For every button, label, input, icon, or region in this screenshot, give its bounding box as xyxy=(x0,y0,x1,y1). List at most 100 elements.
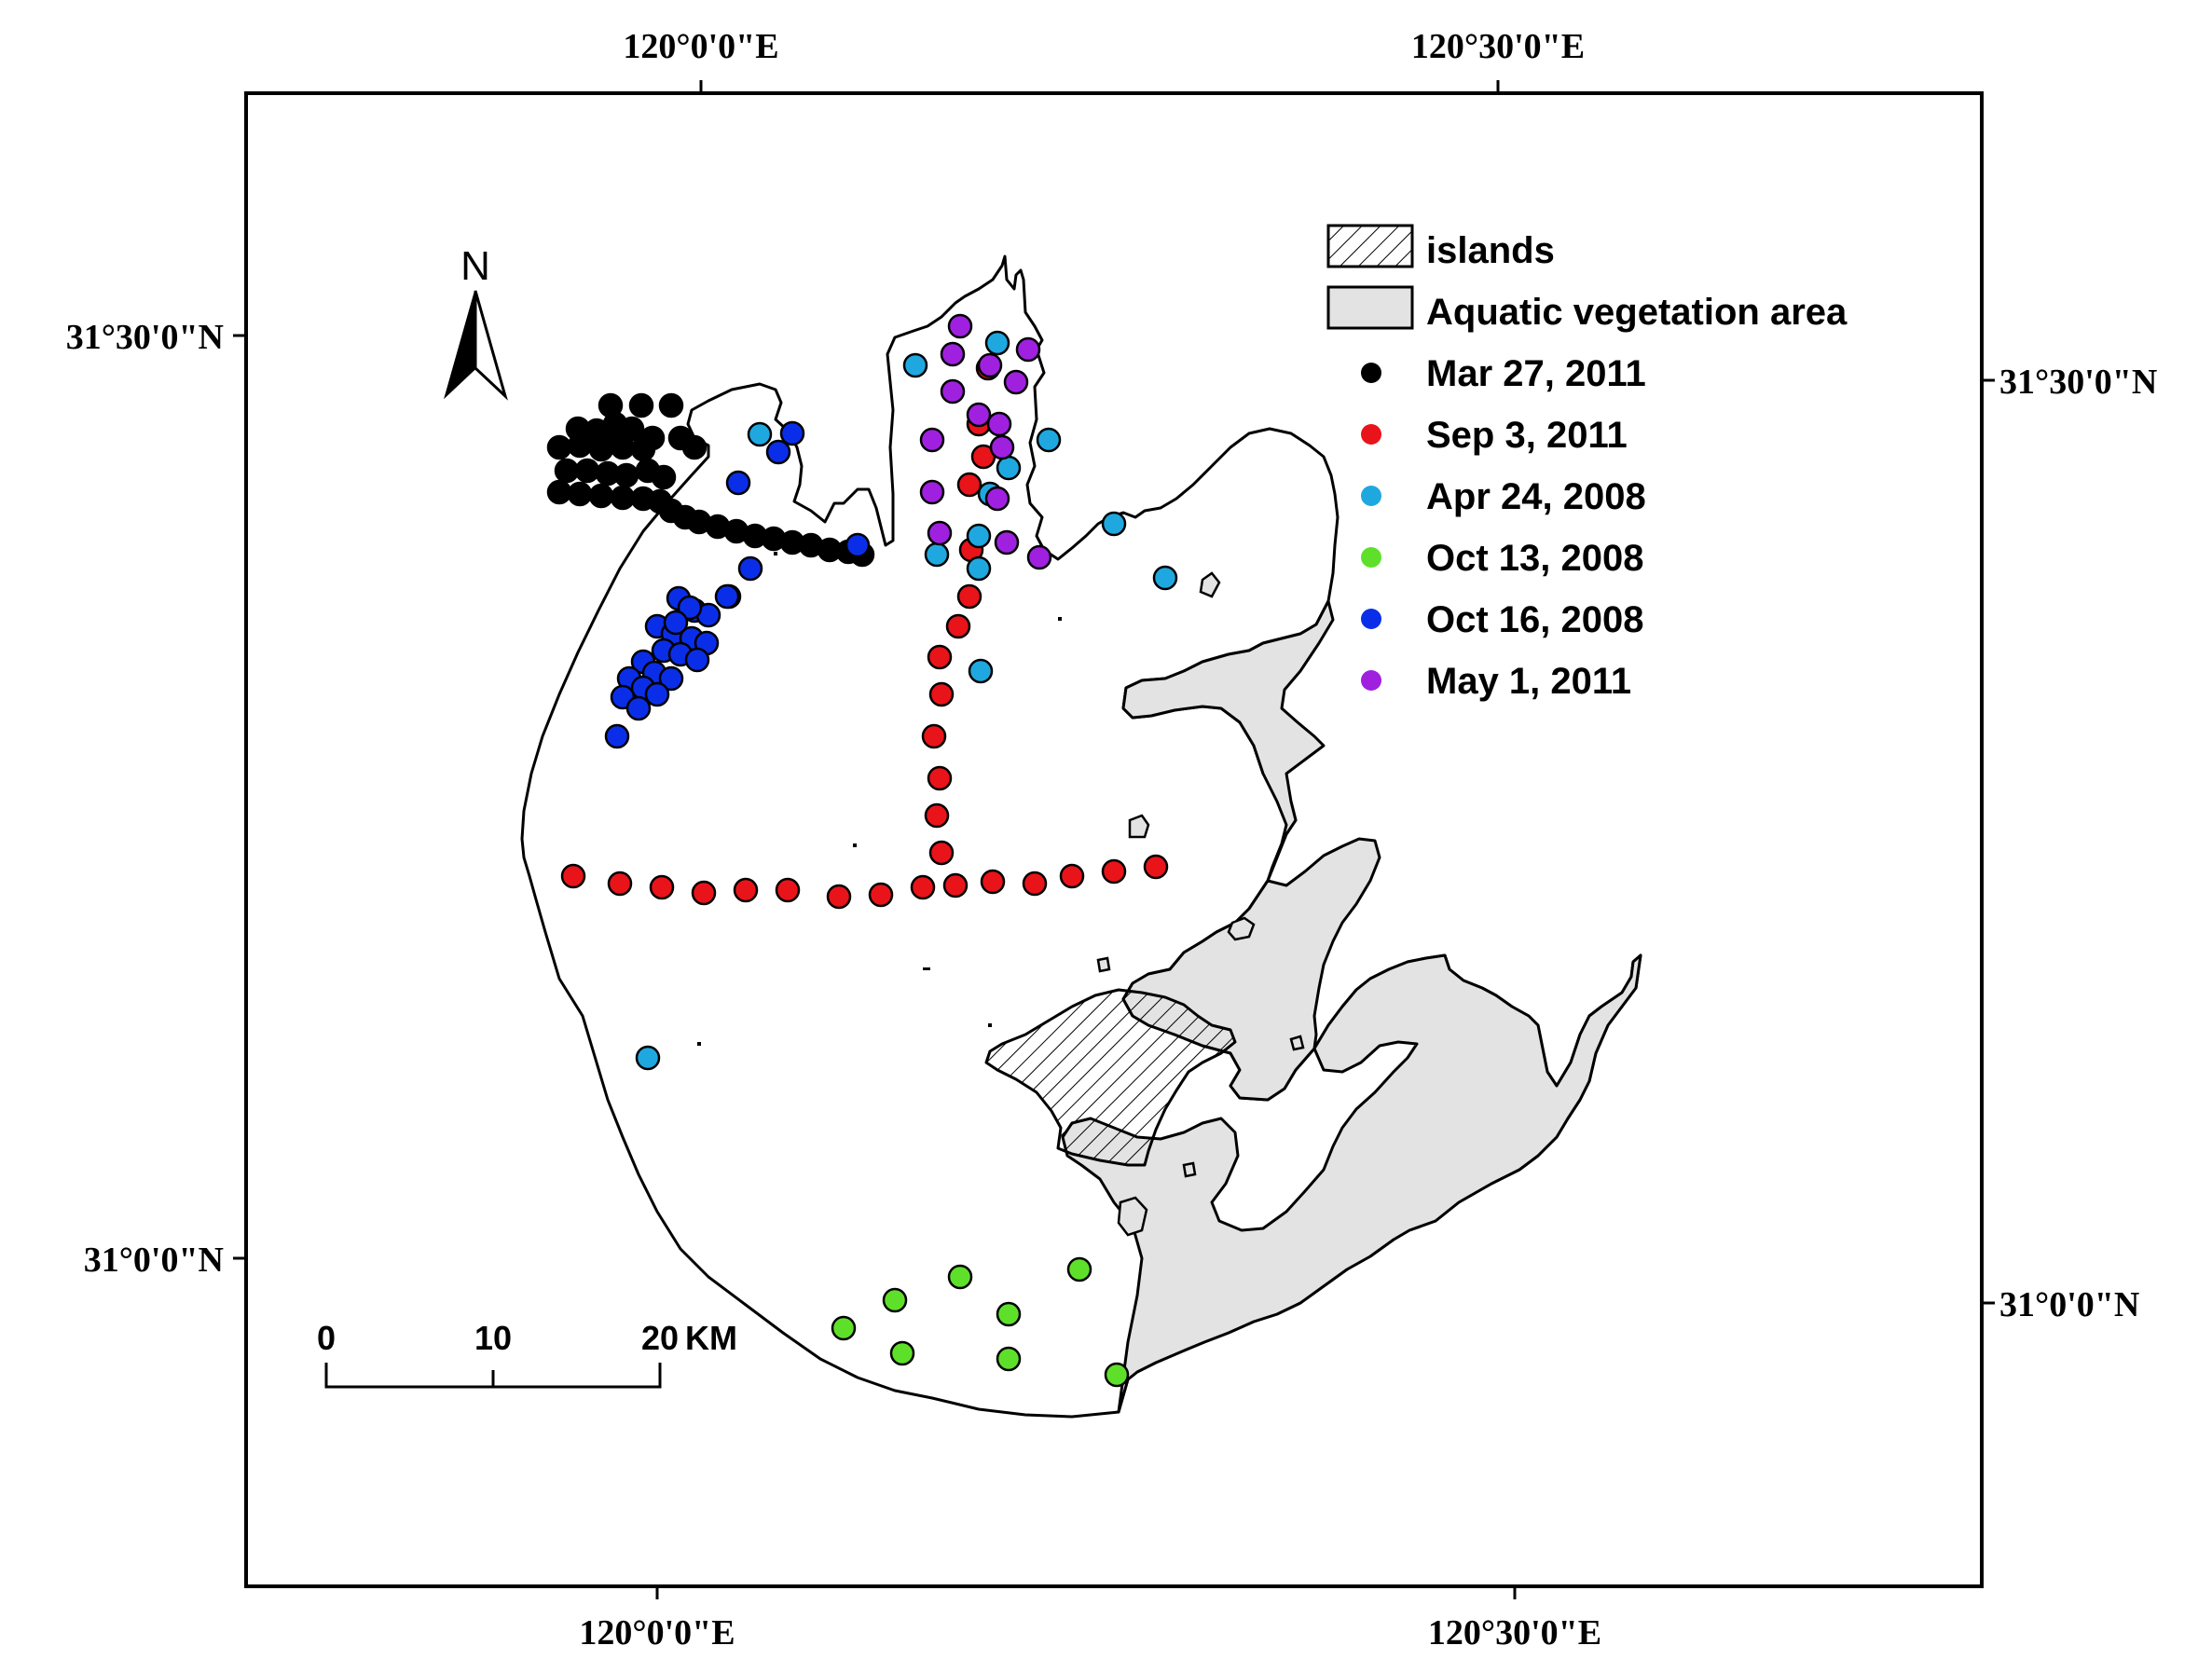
frame-ticks xyxy=(233,80,1995,1599)
north-label: N xyxy=(460,243,490,289)
sampling-point-sep-3-2011-1 xyxy=(560,863,586,889)
sampling-point-oct-16-2008-5 xyxy=(737,555,763,582)
sampling-point-may-1-2011-2 xyxy=(940,341,966,367)
sampling-point-oct-16-2008-3 xyxy=(765,439,791,465)
sampling-point-sep-3-2011-17 xyxy=(924,802,950,829)
sampling-point-may-1-2011-3 xyxy=(977,352,1003,378)
vegetation-area xyxy=(1061,599,1642,1414)
sampling-point-mar-27-2011-37 xyxy=(602,425,628,451)
legend-series: Mar 27, 2011 Sep 3, 2011 Apr 24, 2008 Oct 1… xyxy=(1361,353,1646,702)
sampling-point-oct-16-2008-26 xyxy=(677,595,703,621)
sampling-point-may-1-2011-1 xyxy=(947,313,973,339)
north-arrow: N xyxy=(444,243,508,401)
sampling-point-mar-27-2011-16 xyxy=(613,462,639,488)
sampling-point-oct-16-2008-4 xyxy=(845,532,871,558)
sampling-point-sep-3-2011-16 xyxy=(928,840,955,866)
sampling-points xyxy=(546,313,1178,1388)
sampling-point-apr-24-2008-10 xyxy=(1152,565,1178,591)
sampling-point-may-1-2011-7 xyxy=(966,402,992,428)
sampling-point-oct-16-2008-22 xyxy=(644,681,670,707)
sampling-point-sep-3-2011-25 xyxy=(956,472,982,498)
sampling-point-sep-3-2011-8 xyxy=(868,882,894,908)
legend-marker-may-1-2011 xyxy=(1361,670,1381,691)
sampling-point-oct-13-2008-4 xyxy=(996,1301,1022,1327)
scale-tick-0: 0 xyxy=(317,1319,336,1357)
legend-islands-swatch xyxy=(1326,224,1414,268)
sampling-point-oct-13-2008-6 xyxy=(889,1340,915,1366)
sampling-point-may-1-2011-12 xyxy=(984,486,1010,512)
sampling-point-oct-13-2008-1 xyxy=(831,1315,857,1341)
sampling-point-sep-3-2011-3 xyxy=(649,874,675,900)
sampling-point-mar-27-2011-3 xyxy=(658,392,684,418)
sampling-point-mar-27-2011-40 xyxy=(681,434,708,460)
sampling-point-oct-13-2008-3 xyxy=(947,1264,973,1290)
scale-bar: 0 10 20 KM xyxy=(317,1319,737,1389)
sampling-point-mar-27-2011-2 xyxy=(628,392,654,418)
sampling-point-mar-27-2011-9 xyxy=(567,432,593,459)
sampling-point-apr-24-2008-2 xyxy=(984,330,1010,356)
top-lon-label-1: 120°0'0"E xyxy=(623,27,778,66)
sampling-point-mar-27-2011-13 xyxy=(554,458,580,484)
sampling-point-sep-3-2011-15 xyxy=(1143,854,1169,880)
sampling-point-apr-24-2008-3 xyxy=(996,455,1022,481)
sampling-point-mar-27-2011-38 xyxy=(639,425,666,451)
legend-islands-label: islands xyxy=(1426,230,1555,271)
legend-marker-sep-3-2011 xyxy=(1361,424,1381,445)
sampling-point-oct-16-2008-24 xyxy=(625,695,652,721)
sampling-point-may-1-2011-14 xyxy=(994,529,1020,555)
legend-label-oct-13-2008: Oct 13, 2008 xyxy=(1426,538,1644,579)
scale-unit: KM xyxy=(685,1319,737,1357)
sampling-point-may-1-2011-13 xyxy=(927,520,953,546)
sampling-point-apr-24-2008-9 xyxy=(1101,511,1127,537)
sampling-point-sep-3-2011-10 xyxy=(942,872,969,898)
bottom-lon-label-1: 120°0'0"E xyxy=(579,1613,735,1652)
legend-marker-oct-13-2008 xyxy=(1361,547,1381,568)
legend-marker-apr-24-2008 xyxy=(1361,486,1381,506)
sampling-point-oct-16-2008-1 xyxy=(779,420,805,446)
top-lon-label-2: 120°30'0"E xyxy=(1411,27,1585,66)
sampling-point-mar-27-2011-21 xyxy=(588,483,614,509)
sampling-point-oct-16-2008-27 xyxy=(663,610,689,636)
sampling-point-may-1-2011-9 xyxy=(919,427,945,453)
sampling-point-oct-13-2008-2 xyxy=(882,1287,908,1313)
sampling-point-sep-3-2011-9 xyxy=(910,874,936,900)
sampling-point-sep-3-2011-22 xyxy=(945,613,971,639)
sampling-point-apr-24-2008-11 xyxy=(747,421,773,447)
legend-marker-mar-27-2011 xyxy=(1361,363,1381,383)
legend-label-may-1-2011: May 1, 2011 xyxy=(1426,661,1631,702)
sampling-point-apr-24-2008-5 xyxy=(966,523,992,549)
sampling-point-sep-3-2011-14 xyxy=(1101,858,1127,884)
legend-marker-oct-16-2008 xyxy=(1361,609,1381,629)
sampling-point-apr-24-2008-7 xyxy=(966,555,992,582)
sampling-point-mar-27-2011-20 xyxy=(567,481,593,507)
sampling-point-sep-3-2011-4 xyxy=(691,880,717,906)
sampling-point-oct-16-2008-6 xyxy=(714,583,740,610)
sampling-point-apr-24-2008-13 xyxy=(968,658,994,684)
sampling-point-may-1-2011-8 xyxy=(986,411,1012,437)
sampling-point-mar-27-2011-19 xyxy=(546,479,572,505)
islets xyxy=(1096,571,1305,1237)
sampling-point-sep-3-2011-2 xyxy=(607,871,633,897)
sampling-point-oct-16-2008-25 xyxy=(604,723,630,749)
sampling-point-sep-3-2011-18 xyxy=(927,765,953,791)
sampling-point-oct-13-2008-7 xyxy=(996,1346,1022,1372)
sampling-point-sep-3-2011-13 xyxy=(1059,863,1085,889)
lake-specks xyxy=(697,552,1062,1046)
legend: islands Aquatic vegetation area Mar 27, … xyxy=(1326,224,1848,702)
sampling-point-sep-3-2011-20 xyxy=(928,681,955,707)
bottom-lon-label-2: 120°30'0"E xyxy=(1428,1613,1601,1652)
sampling-point-oct-16-2008-16 xyxy=(684,647,710,673)
sampling-point-may-1-2011-5 xyxy=(1003,369,1029,395)
right-lat-label-2: 31°0'0"N xyxy=(1999,1285,2139,1324)
sampling-point-apr-24-2008-6 xyxy=(924,542,950,568)
left-lat-label-2: 31°0'0"N xyxy=(84,1241,224,1280)
sampling-point-mar-27-2011-22 xyxy=(610,485,636,511)
legend-label-oct-16-2008: Oct 16, 2008 xyxy=(1426,599,1644,640)
sampling-point-sep-3-2011-19 xyxy=(921,723,947,749)
sampling-point-apr-24-2008-8 xyxy=(1036,427,1062,453)
sampling-point-sep-3-2011-5 xyxy=(733,877,759,903)
legend-vegetation-label: Aquatic vegetation area xyxy=(1426,292,1848,333)
right-lat-label-1: 31°30'0"N xyxy=(1999,363,2157,402)
sampling-point-oct-13-2008-8 xyxy=(1104,1362,1130,1388)
